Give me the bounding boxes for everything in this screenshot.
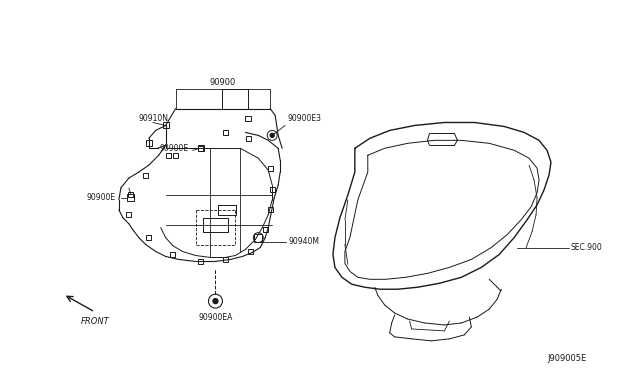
Text: FRONT: FRONT — [81, 317, 110, 327]
Bar — [143, 173, 148, 177]
Text: J909005E: J909005E — [547, 354, 586, 363]
Bar — [198, 146, 203, 151]
Bar — [127, 195, 134, 201]
Bar — [166, 153, 171, 158]
Bar — [146, 140, 152, 146]
Bar — [173, 153, 178, 158]
Bar — [268, 166, 273, 171]
Bar — [246, 136, 251, 141]
Bar — [198, 145, 204, 151]
Text: SEC.900: SEC.900 — [571, 243, 603, 252]
Bar — [129, 192, 133, 198]
Bar — [254, 234, 262, 241]
Bar — [163, 122, 169, 128]
Text: 90900E: 90900E — [86, 193, 115, 202]
Bar — [170, 252, 175, 257]
Bar — [245, 116, 252, 122]
Text: 90900E: 90900E — [159, 144, 189, 153]
Bar — [223, 130, 228, 135]
Bar — [248, 249, 253, 254]
Bar — [263, 227, 268, 232]
Bar — [269, 187, 275, 192]
Text: 90900EA: 90900EA — [198, 312, 233, 321]
Bar — [198, 259, 203, 264]
Circle shape — [213, 299, 218, 304]
Bar — [147, 235, 151, 240]
Bar — [126, 212, 131, 217]
Text: 90900E3: 90900E3 — [287, 114, 321, 123]
Text: 90910N: 90910N — [139, 114, 169, 123]
Bar — [223, 257, 228, 262]
Bar — [268, 207, 273, 212]
Text: 90940M: 90940M — [288, 237, 319, 246]
Text: 90900: 90900 — [209, 78, 236, 87]
Circle shape — [270, 134, 274, 137]
